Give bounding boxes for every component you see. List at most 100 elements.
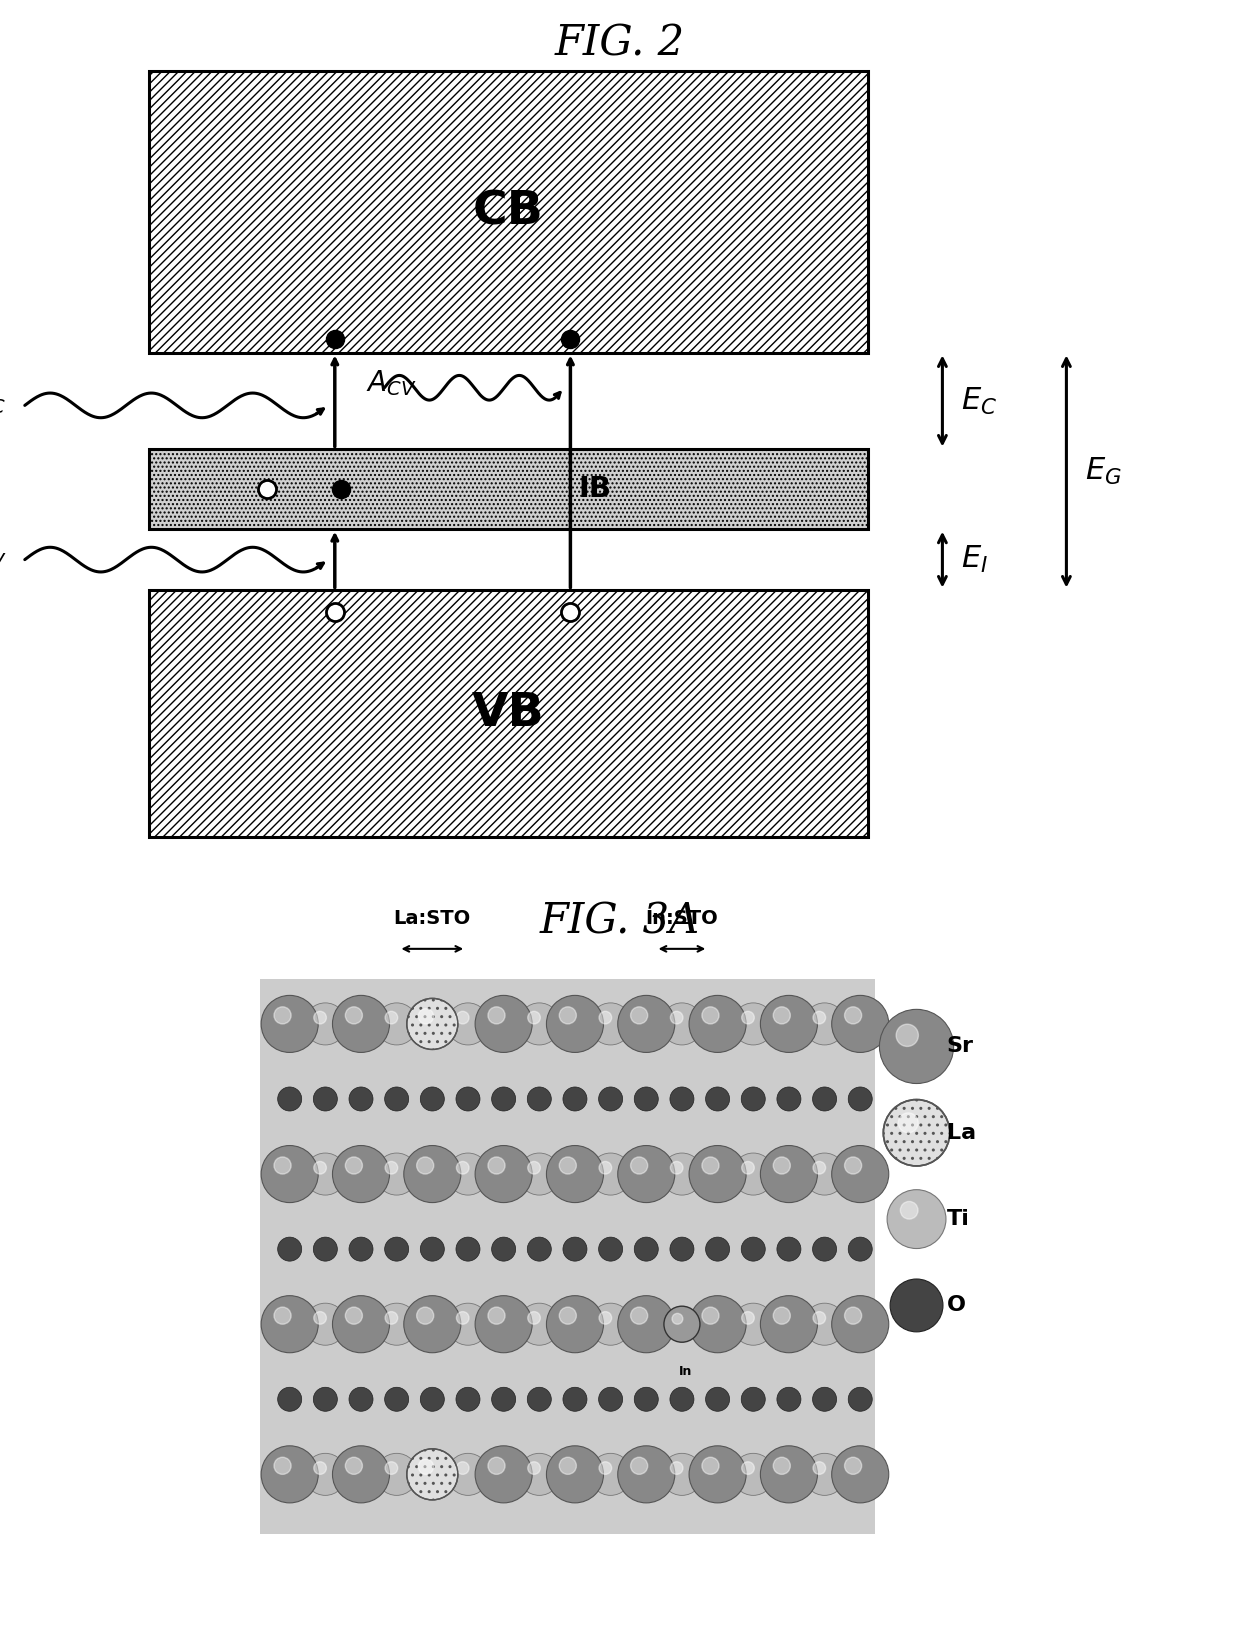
Circle shape [314,1312,326,1324]
Circle shape [702,1307,719,1324]
Circle shape [890,1279,942,1332]
Circle shape [618,996,675,1053]
Bar [149,591,868,837]
Circle shape [274,1307,291,1324]
Circle shape [618,1146,675,1203]
Circle shape [813,1162,826,1173]
Circle shape [897,1025,919,1046]
Text: FIG. 3A: FIG. 3A [539,901,701,942]
Circle shape [670,1387,694,1412]
Circle shape [332,1146,389,1203]
Circle shape [631,1007,647,1023]
Circle shape [456,1012,469,1023]
Circle shape [491,1087,516,1111]
Circle shape [702,1007,719,1023]
Circle shape [777,1237,801,1262]
Circle shape [671,1462,683,1474]
Circle shape [404,1146,461,1203]
Circle shape [376,1304,418,1345]
Text: La:STO: La:STO [393,909,471,929]
Circle shape [706,1387,729,1412]
Circle shape [547,1296,604,1353]
Circle shape [774,1007,790,1023]
Text: $A_{IC}$: $A_{IC}$ [0,387,6,416]
Circle shape [528,1012,541,1023]
Circle shape [314,1162,326,1173]
Circle shape [689,996,746,1053]
Circle shape [262,996,319,1053]
Circle shape [599,1312,611,1324]
Circle shape [456,1237,480,1262]
Circle shape [774,1307,790,1324]
Circle shape [832,996,889,1053]
Circle shape [879,1009,954,1084]
Text: $A_{CV}$: $A_{CV}$ [366,369,417,398]
Circle shape [706,1237,729,1262]
Circle shape [386,1162,398,1173]
Circle shape [635,1387,658,1412]
Circle shape [689,1446,746,1503]
Circle shape [489,1007,505,1023]
Circle shape [589,1154,631,1195]
Circle shape [671,1162,683,1173]
Circle shape [489,1307,505,1324]
Circle shape [898,1113,918,1133]
Circle shape [456,1312,469,1324]
Text: $A_{IV}$: $A_{IV}$ [0,540,6,570]
Circle shape [635,1237,658,1262]
Text: VB: VB [472,692,544,736]
Circle shape [547,1446,604,1503]
Circle shape [376,1454,418,1495]
Circle shape [518,1304,560,1345]
Circle shape [599,1012,611,1023]
Circle shape [742,1312,754,1324]
Circle shape [672,1314,683,1324]
Circle shape [589,1304,631,1345]
Circle shape [599,1387,622,1412]
Text: In: In [680,1366,692,1379]
Circle shape [883,1100,950,1165]
Circle shape [274,1007,291,1023]
Circle shape [345,1307,362,1324]
Circle shape [345,1007,362,1023]
Circle shape [304,1304,346,1345]
Circle shape [386,1462,398,1474]
Circle shape [900,1201,918,1219]
Circle shape [404,1296,461,1353]
Circle shape [446,1004,489,1044]
Circle shape [742,1237,765,1262]
Circle shape [528,1462,541,1474]
Circle shape [813,1312,826,1324]
Circle shape [832,1296,889,1353]
Circle shape [475,1446,532,1503]
Circle shape [804,1004,846,1044]
Circle shape [475,1296,532,1353]
Circle shape [742,1387,765,1412]
Circle shape [278,1087,301,1111]
Circle shape [345,1157,362,1173]
Circle shape [262,1296,319,1353]
Circle shape [559,1307,577,1324]
Circle shape [547,1146,604,1203]
Circle shape [702,1157,719,1173]
Bar [149,449,868,529]
Circle shape [559,1007,577,1023]
Circle shape [420,1237,444,1262]
Circle shape [848,1237,872,1262]
Circle shape [631,1457,647,1474]
Circle shape [702,1457,719,1474]
Circle shape [314,1237,337,1262]
Circle shape [689,1146,746,1203]
Circle shape [706,1087,729,1111]
Circle shape [376,1154,418,1195]
Circle shape [456,1087,480,1111]
Circle shape [848,1387,872,1412]
Circle shape [844,1157,862,1173]
Circle shape [314,1387,337,1412]
Text: $E_C$: $E_C$ [961,385,997,416]
Circle shape [345,1457,362,1474]
Circle shape [599,1237,622,1262]
Circle shape [661,1454,703,1495]
Circle shape [812,1387,837,1412]
Circle shape [844,1007,862,1023]
